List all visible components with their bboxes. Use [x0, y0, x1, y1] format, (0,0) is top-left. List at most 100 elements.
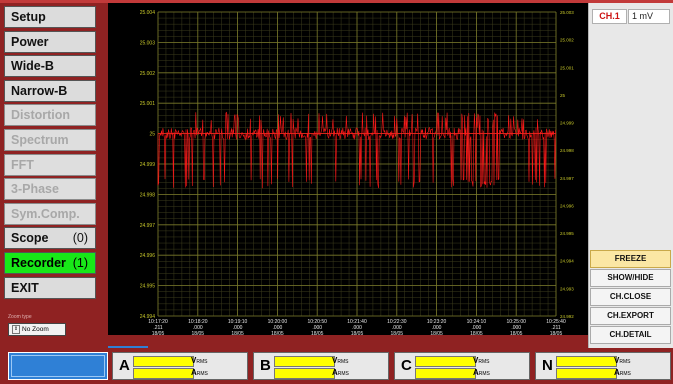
- x-tick-label: 18/05: [311, 331, 324, 335]
- menu-sym-comp-button[interactable]: Sym.Comp.: [4, 202, 96, 225]
- menu-recorder-button[interactable]: Recorder (1): [4, 251, 96, 274]
- x-tick-label: 18/05: [152, 331, 165, 335]
- menu-scope-button[interactable]: Scope (0): [4, 227, 96, 250]
- selection-underline: [108, 346, 148, 348]
- top-border: [0, 0, 673, 3]
- menu-item-label: Power: [11, 34, 49, 49]
- phase-letter: B: [260, 357, 271, 374]
- arms-label: ARMS: [332, 368, 349, 377]
- current-value-field: [556, 368, 617, 379]
- freeze-button[interactable]: FREEZE: [590, 250, 671, 268]
- phase-letter: A: [119, 357, 130, 374]
- x-tick-label: .000: [432, 325, 442, 331]
- menu-spectrum-button[interactable]: Spectrum: [4, 128, 96, 151]
- ch-close-button[interactable]: CH.CLOSE: [590, 288, 671, 306]
- menu-item-label: Spectrum: [11, 132, 69, 147]
- vrms-letter: V: [191, 356, 197, 365]
- x-tick-label: .000: [511, 325, 521, 331]
- menu-item-label: 3-Phase: [11, 182, 59, 197]
- y-tick-label: 25.004: [140, 10, 156, 16]
- menu-narrow-b-button[interactable]: Narrow-B: [4, 79, 96, 102]
- channel-tag[interactable]: CH.1: [592, 9, 627, 24]
- x-tick-label: .000: [233, 325, 243, 331]
- menu-distortion-button[interactable]: Distortion: [4, 104, 96, 127]
- menu-item-label: Recorder: [11, 255, 66, 270]
- x-tick-label: .000: [392, 325, 402, 331]
- y-right-tick-label: 25: [560, 93, 566, 98]
- y-tick-label: 24.997: [140, 223, 156, 229]
- vrms-letter: V: [473, 356, 479, 365]
- menu-power-button[interactable]: Power: [4, 30, 96, 53]
- y-tick-label: 25.001: [140, 101, 156, 107]
- chart-svg: 25.004 25.003 25.002 25.001 25 24.999 24.998 24…: [108, 3, 588, 335]
- arms-sub: RMS: [337, 371, 349, 377]
- phase-letter: C: [401, 357, 412, 374]
- zoom-type-label: Zoom type: [8, 314, 32, 320]
- y-right-tick-label: 24.998: [560, 148, 574, 153]
- x-tick-label: .211: [153, 325, 163, 331]
- menu-item-count: (1): [72, 255, 88, 270]
- x-tick-label: .000: [352, 325, 362, 331]
- phase-b-readout[interactable]: B VRMS ARMS: [253, 352, 389, 380]
- x-tick-label: 10:22:30: [387, 319, 407, 325]
- y-tick-label: 25: [149, 132, 155, 138]
- y-tick-label: 25.002: [140, 71, 156, 77]
- x-tick-label: .000: [472, 325, 482, 331]
- x-tick-label: 18/05: [231, 331, 244, 335]
- menu-item-label: Scope: [11, 231, 49, 246]
- vrms-label: VRMS: [473, 356, 489, 365]
- menu-3-phase-button[interactable]: 3-Phase: [4, 178, 96, 201]
- vrms-sub: RMS: [337, 359, 349, 365]
- current-value-field: [133, 368, 194, 379]
- y-tick-label: 24.999: [140, 162, 156, 168]
- recorder-chart[interactable]: 25.004 25.003 25.002 25.001 25 24.999 24.998 24…: [108, 3, 588, 335]
- vrms-letter: V: [332, 356, 338, 365]
- current-value-field: [274, 368, 335, 379]
- phase-n-readout[interactable]: N VRMS ARMS: [535, 352, 671, 380]
- menu-item-label: EXIT: [11, 280, 39, 295]
- menu-item-label: Sym.Comp.: [11, 206, 80, 221]
- menu-item-label: Wide-B: [11, 59, 54, 74]
- y-right-tick-label: 24.997: [560, 176, 574, 181]
- ch-detail-button[interactable]: CH.DETAIL: [590, 326, 671, 344]
- channel-scale-field[interactable]: 1 mV: [628, 9, 670, 24]
- y-right-tick-label: 25.003: [560, 10, 574, 15]
- x-tick-label: 10:19:10: [228, 319, 248, 325]
- vrms-label: VRMS: [332, 356, 348, 365]
- signal-series-line: [157, 111, 556, 189]
- x-tick-label: 10:20:50: [307, 319, 327, 325]
- zoom-type-select[interactable]: ⇕ No Zoom: [8, 323, 66, 336]
- left-menu: Setup Power Wide-B Narrow-B Distortion Spectr…: [4, 6, 96, 301]
- x-tick-label: .000: [193, 325, 203, 331]
- x-tick-label: 10:18:20: [188, 319, 208, 325]
- vrms-label: VRMS: [191, 356, 207, 365]
- spinner-icon[interactable]: ⇕: [12, 324, 20, 334]
- menu-item-label: Narrow-B: [11, 83, 68, 98]
- arms-sub: RMS: [196, 371, 208, 377]
- vrms-sub: RMS: [619, 359, 631, 365]
- vrms-label: VRMS: [614, 356, 630, 365]
- vrms-letter: V: [614, 356, 620, 365]
- ch-export-button[interactable]: CH.EXPORT: [590, 307, 671, 325]
- menu-wide-b-button[interactable]: Wide-B: [4, 55, 96, 78]
- menu-fft-button[interactable]: FFT: [4, 153, 96, 176]
- x-tick-label: .000: [312, 325, 322, 331]
- y-tick-label: 25.003: [140, 40, 156, 46]
- arms-sub: RMS: [619, 371, 631, 377]
- x-tick-label: 10:25:40: [546, 319, 566, 325]
- menu-exit-button[interactable]: EXIT: [4, 276, 96, 299]
- x-tick-label: 18/05: [430, 331, 443, 335]
- phase-c-readout[interactable]: C VRMS ARMS: [394, 352, 530, 380]
- phase-a-readout[interactable]: A VRMS ARMS: [112, 352, 248, 380]
- x-tick-label: 18/05: [510, 331, 523, 335]
- menu-setup-button[interactable]: Setup: [4, 6, 96, 28]
- show-hide-button[interactable]: SHOW/HIDE: [590, 269, 671, 287]
- y-right-tick-label: 25.001: [560, 65, 574, 70]
- arms-label: ARMS: [473, 368, 490, 377]
- arms-letter: A: [332, 368, 338, 377]
- voltage-value-field: [274, 356, 335, 367]
- menu-item-label: Distortion: [11, 108, 71, 123]
- display-selector-button[interactable]: [8, 352, 108, 380]
- arms-letter: A: [191, 368, 197, 377]
